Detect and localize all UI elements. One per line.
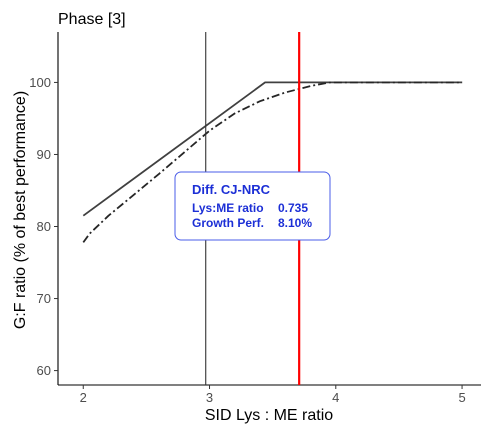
annotation-heading: Diff. CJ-NRC — [192, 182, 271, 197]
y-tick-label: 70 — [37, 291, 51, 306]
y-axis-ticks: 60 70 80 90 100 — [29, 75, 58, 378]
annotation-value: 0.735 — [278, 201, 308, 215]
x-tick-label: 5 — [458, 390, 465, 405]
y-axis-title: G:F ratio (% of best performance) — [12, 91, 29, 329]
x-tick-label: 3 — [206, 390, 213, 405]
chart-title: Phase [3] — [58, 11, 126, 28]
annotation-label: Growth Perf. — [192, 216, 264, 230]
y-tick-label: 60 — [37, 363, 51, 378]
x-tick-label: 2 — [80, 390, 87, 405]
x-tick-label: 4 — [332, 390, 339, 405]
series-line-2 — [82, 81, 463, 243]
y-tick-label: 100 — [29, 75, 51, 90]
annotation-frame — [174, 171, 331, 241]
x-axis-title: SID Lys : ME ratio — [205, 407, 333, 424]
x-axis-ticks: 2 3 4 5 — [80, 385, 466, 405]
annotation-box: Diff. CJ-NRC Lys:ME ratio 0.735 Growth Perf… — [174, 171, 331, 241]
annotation-value: 8.10% — [278, 216, 312, 230]
series-line-1 — [82, 81, 463, 217]
y-tick-label: 90 — [37, 147, 51, 162]
annotation-label: Lys:ME ratio — [192, 201, 264, 215]
y-tick-label: 80 — [37, 219, 51, 234]
